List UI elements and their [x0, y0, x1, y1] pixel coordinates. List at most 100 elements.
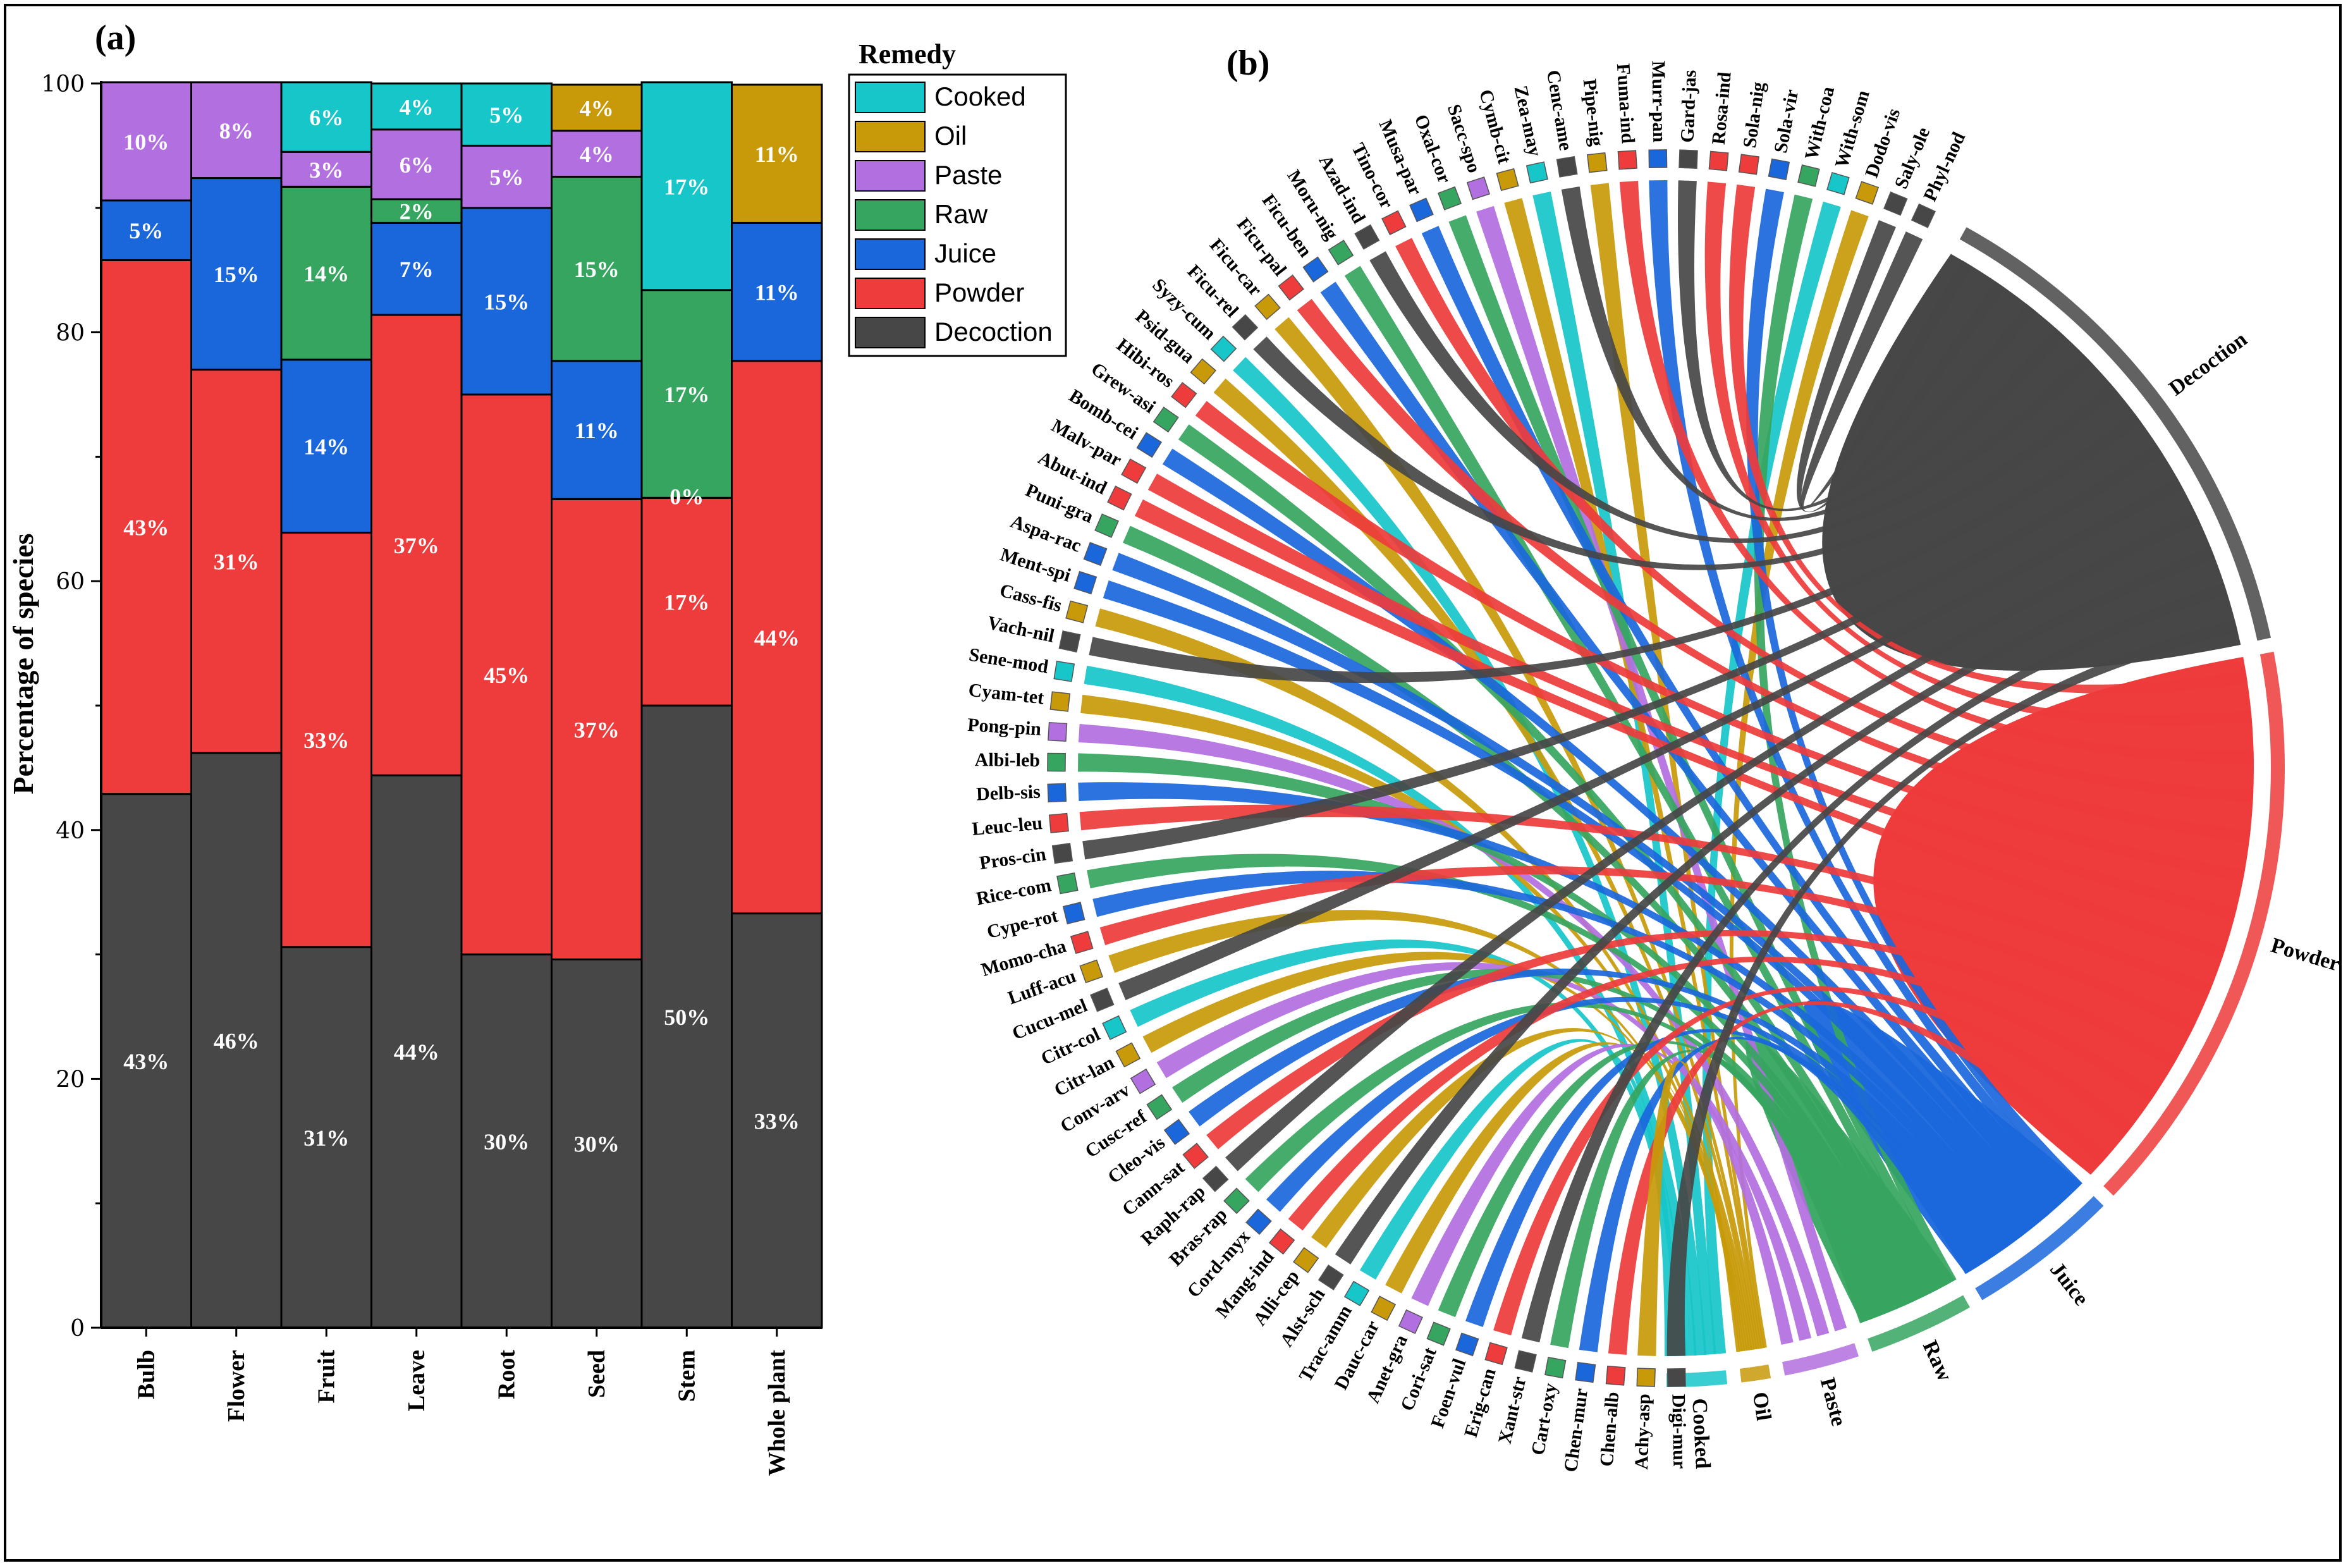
data-label: 4% [580, 95, 614, 121]
species-label: Cyam-tet [967, 680, 1045, 709]
species-label: Albi-leb [975, 749, 1041, 771]
species-node [1768, 158, 1790, 180]
remedy-label-powder: Powder [2268, 934, 2342, 976]
species-node [1210, 335, 1237, 362]
species-label: Cart-oxy [1527, 1381, 1561, 1457]
remedy-band-decoction [1958, 225, 2273, 642]
bar-segment-decoction [551, 958, 643, 1329]
chord-diagram: DecoctionPowderJuiceRawPasteOilCookedPhy… [967, 61, 2342, 1473]
legend: Remedy Cooked Oil Paste Raw Juice Powder Decoc… [848, 39, 1067, 357]
data-label: 2% [400, 199, 434, 224]
bar-segment-powder [731, 360, 823, 915]
species-node [1605, 1365, 1626, 1386]
bar-segment-juice [370, 221, 463, 316]
species-node [1163, 1118, 1190, 1145]
species-label: Digi-mur [1668, 1394, 1690, 1469]
species-node [1094, 513, 1119, 538]
species-label: Zea-may [1510, 84, 1545, 159]
species-node [1455, 1332, 1479, 1357]
chord-ribbon [1532, 192, 1716, 1356]
species-node [1073, 571, 1098, 595]
species-node [1062, 902, 1085, 924]
data-label: 31% [303, 1125, 349, 1151]
data-label: 4% [580, 142, 614, 167]
bar-segment-decoction [460, 953, 553, 1329]
data-label: 5% [129, 218, 163, 243]
bar-segment-paste [190, 81, 283, 180]
data-label: 5% [489, 102, 523, 128]
stacked-bar-chart: 43% 43% 5% 10% Bulb 46% 31% 15% 8% Flower 31% 33% 14… [41, 71, 823, 1476]
species-node [1065, 600, 1089, 623]
bar-segment-powder [100, 259, 192, 795]
species-node [1911, 203, 1936, 228]
chord-ribbon [1637, 1060, 1740, 1356]
species-node [1293, 1247, 1319, 1273]
bar-segment-cooked [370, 82, 463, 131]
species-label: Leuc-leu [971, 812, 1043, 840]
chord-ribbon [1266, 996, 1995, 1263]
figure-frame [4, 4, 2342, 1562]
data-label: 14% [303, 261, 349, 286]
species-node [1354, 224, 1380, 250]
chord-ribbon [1344, 266, 1940, 1294]
species-label: Achy-asp [1631, 1393, 1654, 1470]
legend-label: Cooked [934, 82, 1026, 111]
data-label: 45% [484, 663, 529, 688]
y-axis-title: Percentage of species [7, 534, 39, 795]
species-label: Pong-pin [967, 714, 1042, 740]
chord-ribbon [1703, 201, 1841, 1354]
chord-ribbon [1801, 231, 1973, 510]
species-node [1070, 931, 1094, 954]
species-node [1223, 1187, 1250, 1215]
chord-ribbon [1395, 238, 2254, 803]
species-node [1107, 486, 1132, 511]
species-label: Pipe-nig [1579, 78, 1608, 147]
category-label: Seed [584, 1350, 610, 1398]
species-node [1268, 1228, 1295, 1255]
species-label: Sene-mod [967, 644, 1050, 678]
species-node [1182, 1142, 1209, 1169]
data-label: 17% [664, 590, 709, 615]
species-node [1855, 181, 1880, 205]
species-node [1826, 171, 1850, 195]
species-node [1136, 432, 1163, 458]
chord-ribbon [1448, 215, 1948, 1290]
category-label: Flower [223, 1350, 250, 1422]
data-label: 8% [219, 118, 254, 144]
species-node [1636, 1368, 1656, 1387]
bar-segment-oil [551, 83, 643, 132]
species-node [1048, 721, 1068, 742]
species-label: Pros-cin [978, 843, 1048, 874]
bar-segment-juice [190, 177, 283, 371]
data-label: 17% [664, 174, 709, 199]
species-label: Sola-vir [1770, 88, 1802, 155]
species-node [1381, 210, 1407, 236]
species-node [1079, 959, 1103, 984]
species-label: Rosa-ind [1708, 71, 1735, 145]
legend-swatch-juice [855, 238, 926, 270]
remedy-band-oil [1738, 1363, 1773, 1384]
data-label: 6% [400, 152, 434, 178]
chord-ribbon [1369, 251, 2093, 543]
data-label: 11% [575, 418, 619, 443]
species-label: Cenc-ame [1543, 68, 1576, 152]
species-label: Delb-sis [975, 781, 1041, 805]
remedy-band-powder [2101, 650, 2286, 1197]
species-node [1409, 197, 1434, 223]
data-label: 46% [214, 1028, 259, 1053]
legend-title: Remedy [859, 39, 956, 70]
y-tick-label: 0 [70, 1316, 85, 1342]
species-label: Xant-str [1495, 1375, 1531, 1446]
species-node [1738, 154, 1760, 175]
species-label: With-coa [1801, 85, 1838, 162]
species-node [1438, 186, 1462, 211]
chord-ribbon [1590, 183, 1765, 1349]
legend-label: Decoction [934, 317, 1053, 346]
category-label: Root [493, 1350, 520, 1399]
legend-label: Paste [934, 160, 1002, 190]
species-node [1130, 1069, 1156, 1094]
y-tick-label: 80 [56, 321, 85, 346]
bar-segment-oil [731, 83, 823, 224]
species-label: Erig-can [1460, 1366, 1500, 1440]
data-label: 37% [394, 533, 439, 558]
